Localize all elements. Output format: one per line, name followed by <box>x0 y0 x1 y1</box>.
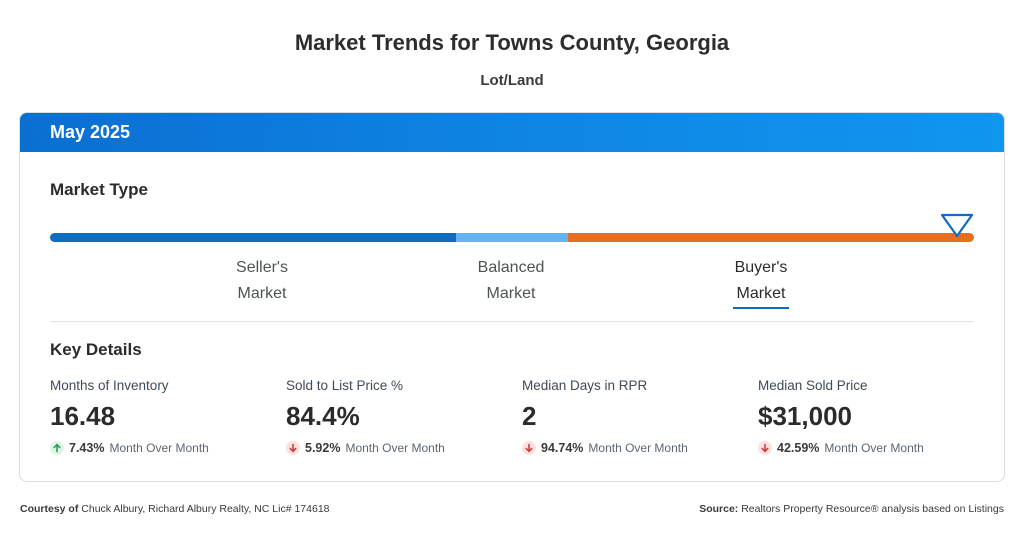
stat-value: 84.4% <box>286 401 360 431</box>
sellers-market-line2: Market <box>237 285 287 302</box>
stat-value: 16.48 <box>50 401 116 431</box>
stat-label: Months of Inventory <box>50 378 169 393</box>
stat-months-of-inventory: Months of Inventory 16.48 7.43% Month Ov… <box>50 378 280 455</box>
source-label: Source: <box>699 503 739 515</box>
seller-segment <box>50 233 456 242</box>
card-header-period: May 2025 <box>20 113 1004 152</box>
stat-change-period: Month Over Month <box>824 441 924 455</box>
stat-change: 94.74% Month Over Month <box>522 441 752 455</box>
section-divider <box>50 321 974 322</box>
balanced-market-line2: Market <box>486 285 536 302</box>
arrow-down-icon <box>286 441 300 455</box>
footer-source: Source: Realtors Property Resource® anal… <box>699 503 1004 515</box>
stat-change-percent: 7.43% <box>69 441 105 455</box>
selected-underline <box>733 307 789 309</box>
balanced-market-line1: Balanced <box>477 259 545 276</box>
source-text: Realtors Property Resource® analysis bas… <box>741 503 1004 515</box>
arrow-down-icon <box>758 441 772 455</box>
key-details-heading: Key Details <box>50 340 142 359</box>
buyers-market-line1: Buyer's <box>734 259 788 276</box>
market-type-bar <box>50 233 974 242</box>
arrow-down-icon <box>522 441 536 455</box>
sellers-market-option: Seller's Market <box>202 255 322 307</box>
stat-value: 2 <box>522 401 537 431</box>
courtesy-label: Courtesy of <box>20 503 79 515</box>
arrow-up-icon <box>50 441 64 455</box>
market-trends-card: May 2025 Market Type Seller's Market Bal… <box>19 112 1005 482</box>
balanced-market-option: Balanced Market <box>451 255 571 307</box>
balanced-segment <box>456 233 568 242</box>
buyers-market-option-selected: Buyer's Market <box>701 255 821 309</box>
sellers-market-line1: Seller's <box>236 259 288 276</box>
stat-change: 5.92% Month Over Month <box>286 441 516 455</box>
stat-change-period: Month Over Month <box>345 441 445 455</box>
stat-label: Sold to List Price % <box>286 378 404 393</box>
stat-change-period: Month Over Month <box>588 441 688 455</box>
stat-label: Median Sold Price <box>758 378 868 393</box>
courtesy-text: Chuck Albury, Richard Albury Realty, NC … <box>81 503 330 515</box>
stat-change-percent: 42.59% <box>777 441 820 455</box>
stat-median-sold-price: Median Sold Price $31,000 42.59% Month O… <box>758 378 988 455</box>
stat-value: $31,000 <box>758 401 852 431</box>
stat-change: 7.43% Month Over Month <box>50 441 280 455</box>
stat-sold-to-list-price: Sold to List Price % 84.4% 5.92% Month O… <box>286 378 516 455</box>
stat-change: 42.59% Month Over Month <box>758 441 988 455</box>
stat-change-percent: 5.92% <box>305 441 341 455</box>
stat-median-days-in-rpr: Median Days in RPR 2 94.74% Month Over M… <box>522 378 752 455</box>
page-title: Market Trends for Towns County, Georgia <box>294 30 730 55</box>
market-position-marker-icon <box>940 213 974 238</box>
page-subtitle: Lot/Land <box>480 72 544 89</box>
market-type-heading: Market Type <box>50 180 148 199</box>
stat-change-percent: 94.74% <box>541 441 584 455</box>
stat-change-period: Month Over Month <box>109 441 209 455</box>
footer-courtesy: Courtesy of Chuck Albury, Richard Albury… <box>20 503 330 515</box>
buyer-segment <box>568 233 974 242</box>
buyers-market-line2: Market <box>736 285 786 302</box>
stat-label: Median Days in RPR <box>522 378 648 393</box>
